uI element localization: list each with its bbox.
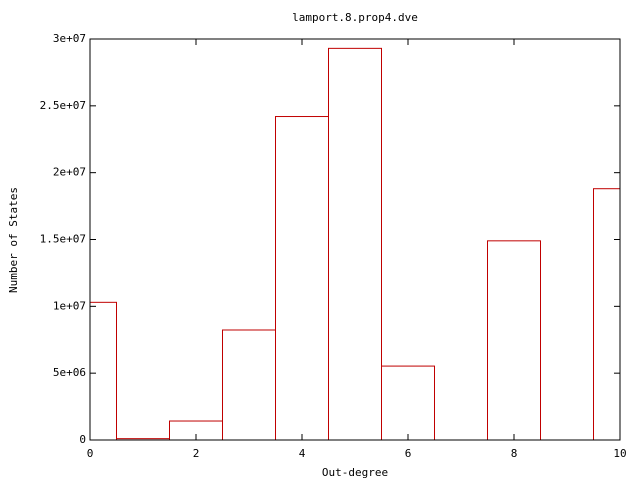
bar	[328, 47, 382, 440]
y-axis-label: Number of States	[7, 187, 20, 293]
y-tick-label: 1.5e+07	[40, 233, 86, 246]
bar	[381, 365, 435, 440]
chart-title: lamport.8.prop4.dve	[292, 11, 418, 24]
x-tick-label: 4	[299, 447, 306, 460]
x-tick-label: 6	[405, 447, 412, 460]
bar	[222, 329, 276, 440]
x-axis-label: Out-degree	[322, 466, 388, 479]
y-tick-label: 1e+07	[53, 299, 86, 312]
bar	[275, 116, 329, 440]
y-tick-label: 5e+06	[53, 366, 86, 379]
y-tick-label: 2e+07	[53, 166, 86, 179]
y-tick-label: 3e+07	[53, 32, 86, 45]
bar	[593, 188, 620, 440]
y-tick-label: 2.5e+07	[40, 99, 86, 112]
x-tick-label: 0	[87, 447, 94, 460]
plot-area	[90, 47, 620, 440]
bar	[487, 240, 541, 440]
x-tick-label: 10	[613, 447, 626, 460]
x-tick-label: 8	[511, 447, 518, 460]
x-tick-label: 2	[193, 447, 200, 460]
y-tick-label: 0	[79, 433, 86, 446]
bar	[90, 301, 117, 440]
